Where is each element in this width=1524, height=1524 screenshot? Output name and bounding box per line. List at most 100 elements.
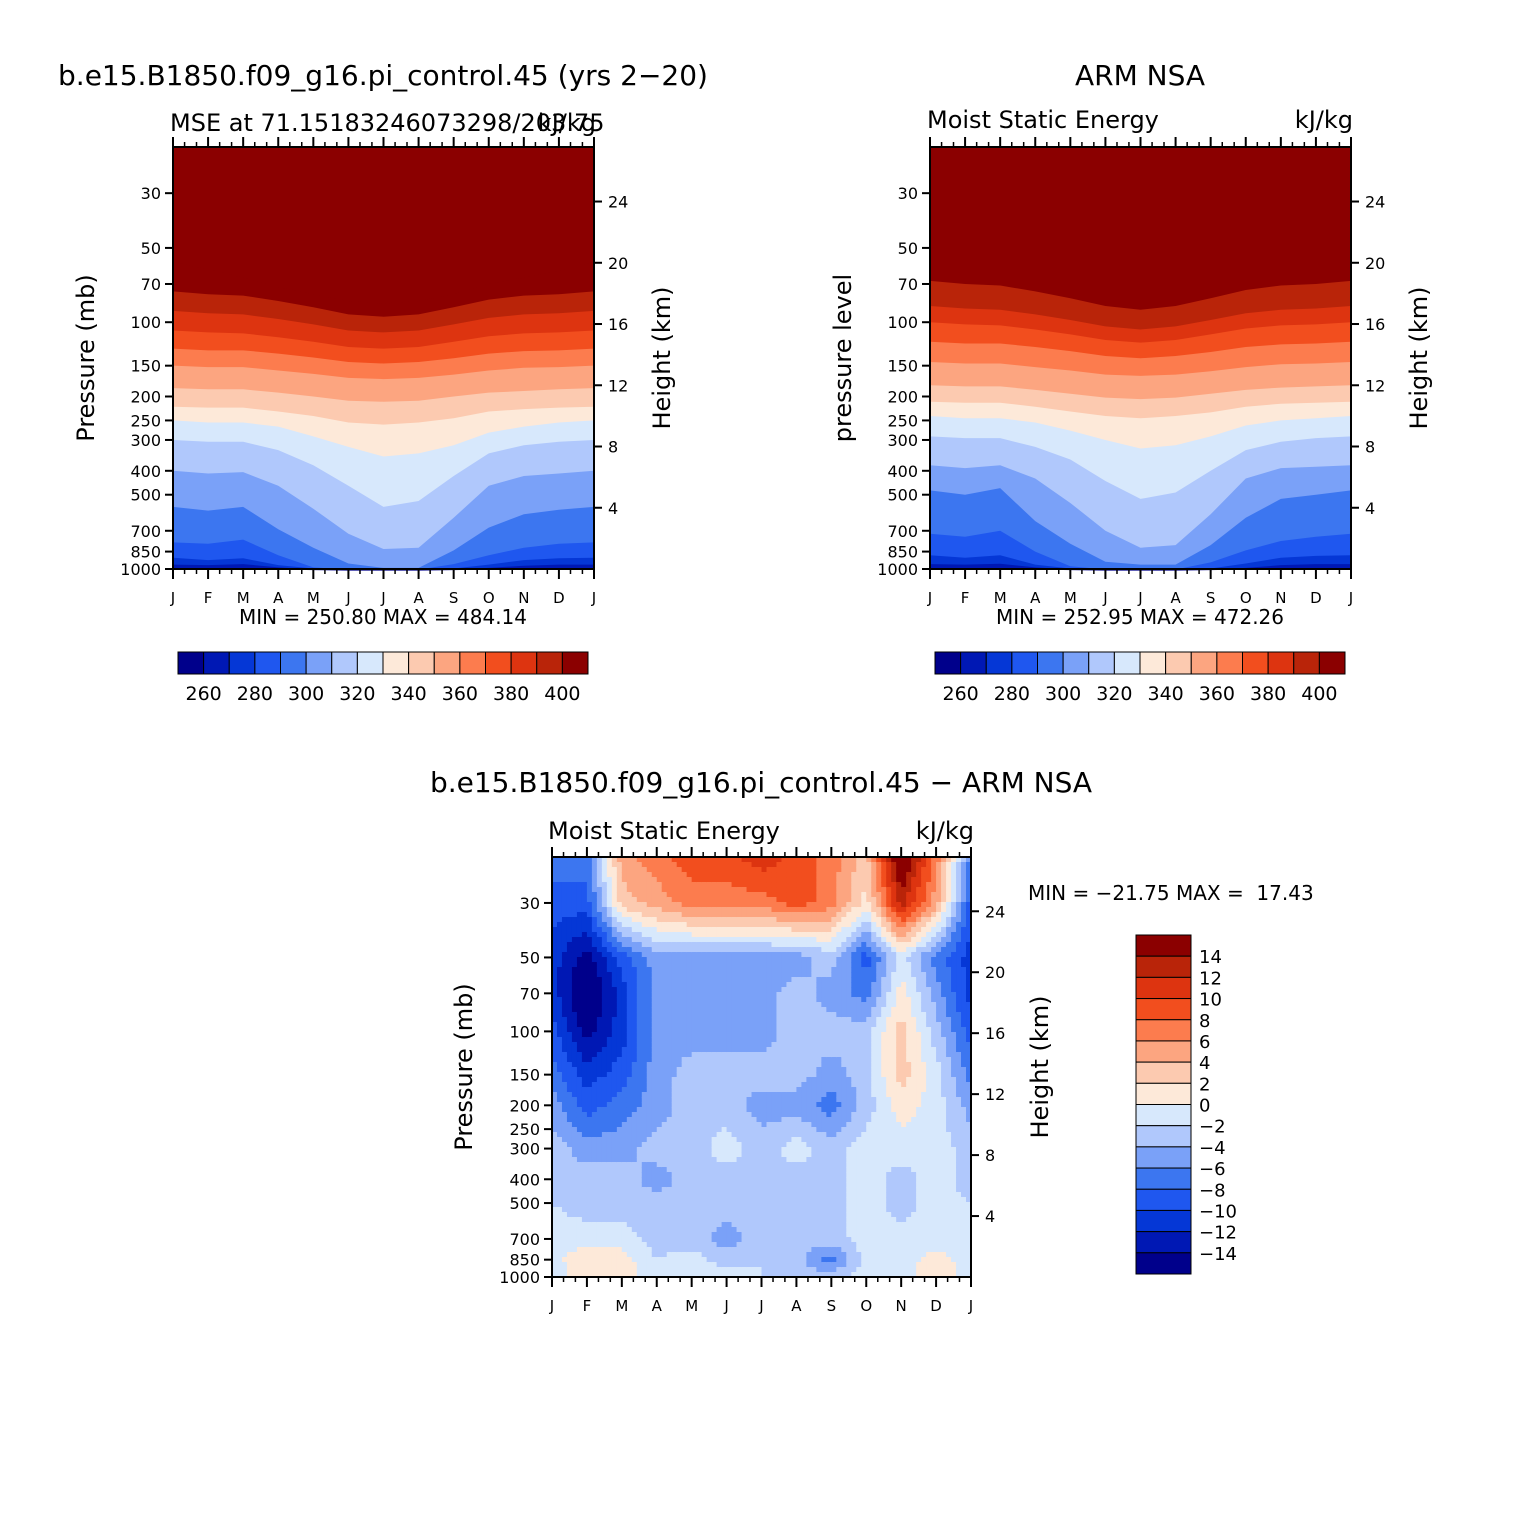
diff-cell — [816, 877, 822, 883]
diff-cell — [706, 1267, 713, 1273]
diff-cell — [646, 1012, 653, 1018]
diff-cell — [811, 1002, 817, 1008]
diff-cell — [756, 1222, 763, 1228]
diff-cell — [766, 937, 773, 943]
diff-cell — [631, 1237, 638, 1243]
diff-cell — [666, 1192, 673, 1198]
diff-cell — [716, 992, 723, 998]
diff-cell — [626, 1162, 633, 1168]
diff-cell — [626, 1112, 633, 1118]
diff-cell — [591, 877, 598, 883]
diff-cell — [751, 867, 758, 873]
diff-cell — [816, 1167, 822, 1173]
diff-cell — [686, 1157, 693, 1163]
diff-cell — [796, 1267, 803, 1273]
diff-cell — [621, 1237, 628, 1243]
diff-cell — [736, 1057, 743, 1063]
diff-cell — [781, 1052, 788, 1058]
diff-cell — [806, 1247, 812, 1253]
diff-cell — [811, 1087, 817, 1093]
diff-cell — [761, 1137, 768, 1143]
diff-cell — [801, 992, 807, 998]
diff-cell — [786, 1182, 793, 1188]
colorbar-swatch — [408, 651, 435, 675]
diff-cell — [661, 1067, 668, 1073]
diff-cell — [661, 1087, 668, 1093]
diff-cell — [651, 1002, 658, 1008]
diff-cell — [821, 982, 827, 988]
diff-cell — [601, 1057, 608, 1063]
diff-cell — [796, 1217, 803, 1223]
diff-cell — [586, 1272, 593, 1278]
diff-cell — [691, 1107, 698, 1113]
diff-cell — [776, 962, 783, 968]
diff-cell — [811, 917, 817, 923]
diff-cell — [731, 992, 738, 998]
diff-cell — [706, 1227, 713, 1233]
diff-cell — [552, 1227, 558, 1233]
diff-cell — [576, 957, 583, 963]
diff-cell — [726, 857, 733, 863]
diff-cell — [641, 1182, 648, 1188]
diff-cell — [731, 1057, 738, 1063]
diff-cell — [581, 967, 588, 973]
diff-cell — [816, 1012, 822, 1018]
diff-cell — [552, 1077, 558, 1083]
diff-cell — [566, 987, 573, 993]
diff-cell — [611, 887, 618, 893]
diff-cell — [711, 987, 718, 993]
diff-cell — [731, 1007, 738, 1013]
diff-cell — [676, 1272, 683, 1278]
diff-cell — [616, 1172, 623, 1178]
diff-cell — [586, 1192, 593, 1198]
colorbar-swatch — [985, 651, 1013, 675]
diff-cell — [566, 1117, 573, 1123]
diff-cell — [596, 892, 603, 898]
diff-cell — [606, 1162, 613, 1168]
diff-cell — [552, 1262, 558, 1268]
diff-cell — [636, 1152, 643, 1158]
diff-cell — [756, 1012, 763, 1018]
diff-cell — [676, 902, 683, 908]
diff-cell — [656, 977, 663, 983]
diff-cell — [641, 982, 648, 988]
diff-cell — [571, 1127, 578, 1133]
diff-cell — [591, 1152, 598, 1158]
diff-cell — [696, 1147, 703, 1153]
diff-cell — [766, 1182, 773, 1188]
diff-cell — [736, 1047, 743, 1053]
diff-cell — [806, 1007, 812, 1013]
diff-cell — [706, 987, 713, 993]
diff-cell — [686, 942, 693, 948]
diff-cell — [656, 1257, 663, 1263]
diff-cell — [806, 952, 812, 958]
diff-cell — [816, 962, 822, 968]
colorbar-label: 320 — [1096, 683, 1132, 705]
diff-cell — [716, 1092, 723, 1098]
diff-cell — [746, 1242, 753, 1248]
diff-cell — [591, 1107, 598, 1113]
diff-cell — [816, 1207, 822, 1213]
diff-cell — [661, 1117, 668, 1123]
diff-cell — [761, 897, 768, 903]
diff-cell — [596, 1132, 603, 1138]
diff-cell — [561, 1012, 568, 1018]
diff-cell — [821, 1237, 827, 1243]
diff-cell — [726, 1047, 733, 1053]
diff-cell — [671, 1062, 678, 1068]
diff-cell — [686, 1082, 693, 1088]
diff-cell — [711, 1022, 718, 1028]
diff-cell — [621, 1022, 628, 1028]
diff-cell — [781, 997, 788, 1003]
diff-cell — [566, 892, 573, 898]
diff-cell — [661, 1077, 668, 1083]
diff-cell — [761, 1057, 768, 1063]
diff-cell — [676, 947, 683, 953]
diff-cell — [771, 1057, 778, 1063]
diff-cell — [591, 1237, 598, 1243]
diff-cell — [816, 1042, 822, 1048]
diff-cell — [746, 1082, 753, 1088]
diff-cell — [616, 942, 623, 948]
diff-cell — [706, 1042, 713, 1048]
diff-cell — [651, 1252, 658, 1258]
